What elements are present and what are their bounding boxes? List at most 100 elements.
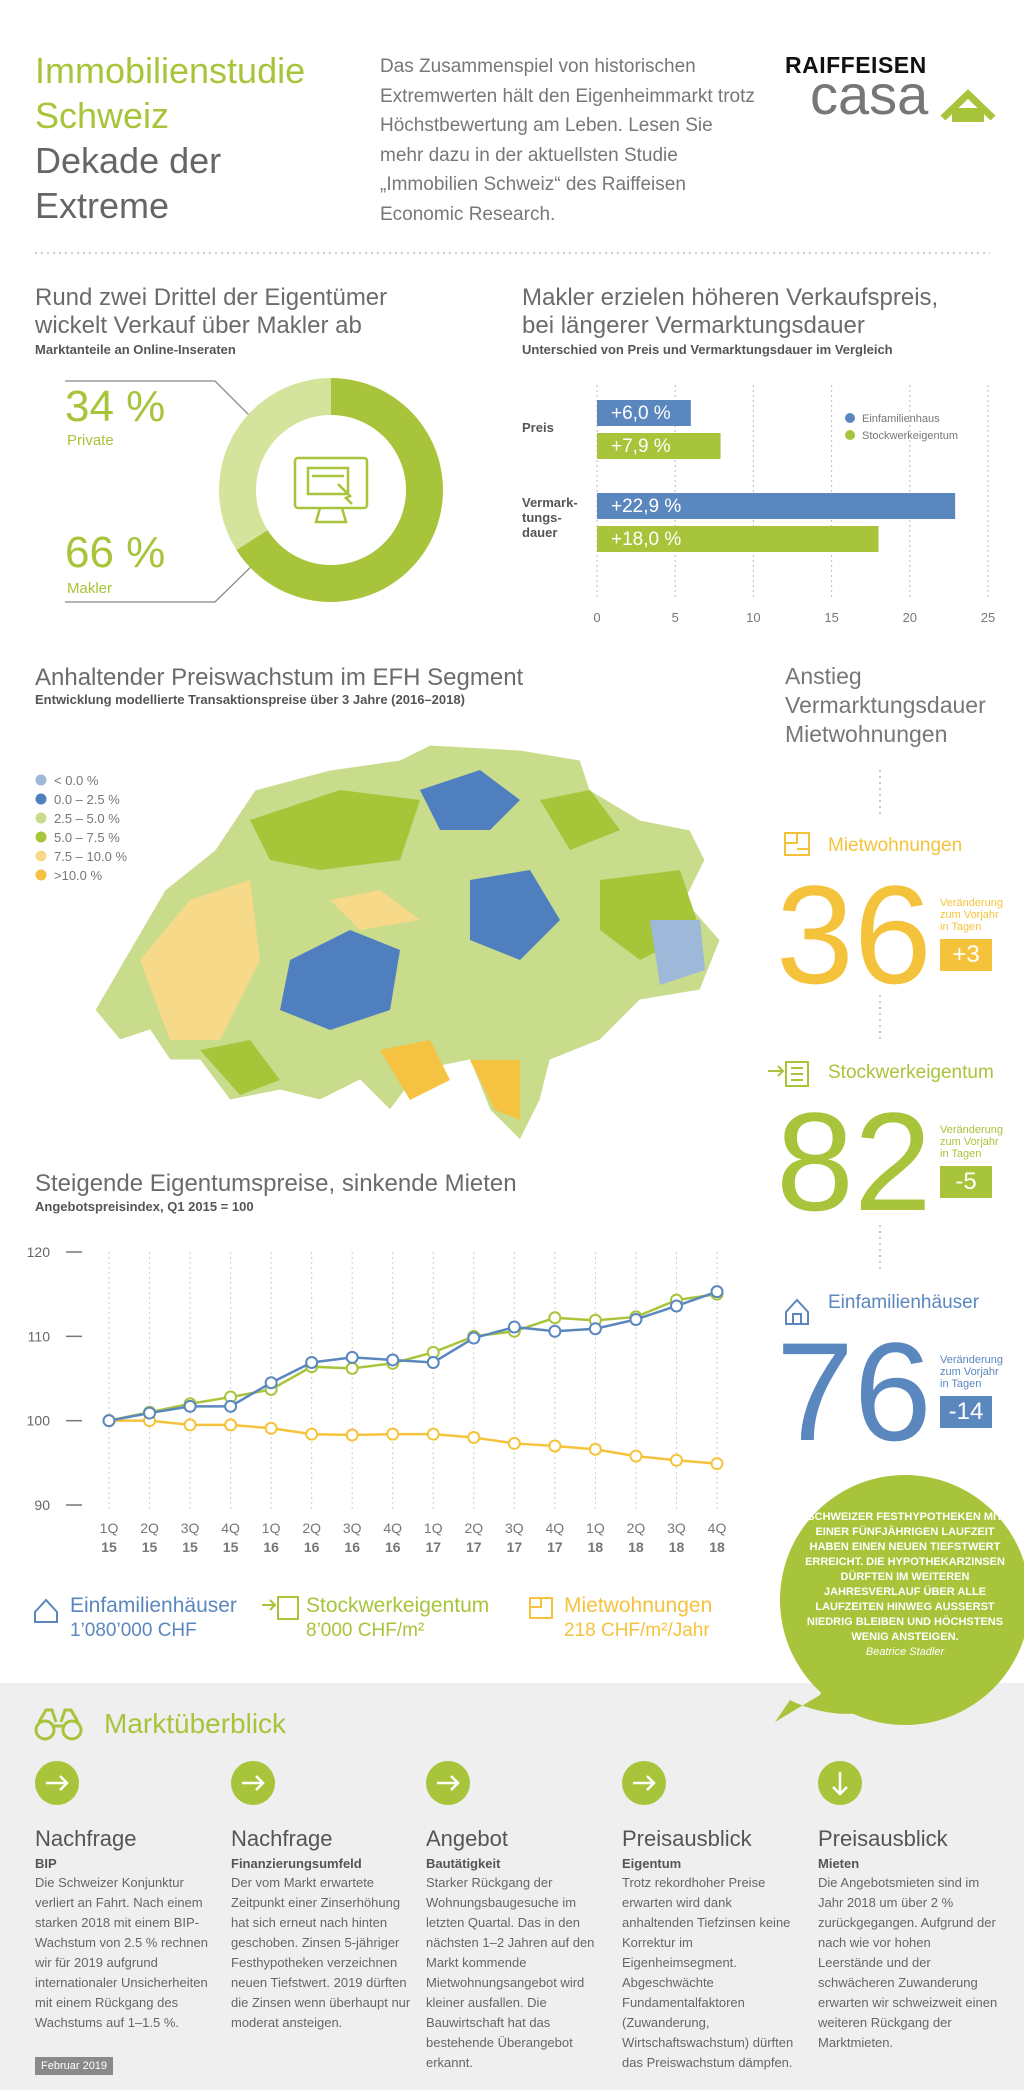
y-tick-label: 90 bbox=[34, 1497, 50, 1513]
quote-author: Beatrice Stadler bbox=[865, 1646, 945, 1658]
x-tick-label: 3Q 17 bbox=[505, 1520, 524, 1555]
value-label: 34 % bbox=[65, 382, 166, 431]
legend-marker bbox=[35, 850, 47, 862]
data-point bbox=[669, 1453, 683, 1467]
x-tick-label: 20 bbox=[903, 610, 917, 625]
stat-label: Stockwerkeigentum bbox=[828, 1062, 994, 1083]
overview-title: Marktüberblick bbox=[104, 1708, 287, 1739]
overview-heading: Nachfrage bbox=[35, 1826, 137, 1851]
legend-label: >10.0 % bbox=[54, 868, 103, 883]
y-tick-label: 110 bbox=[28, 1328, 51, 1344]
value-label: 66 % bbox=[65, 528, 166, 577]
data-point bbox=[386, 1427, 400, 1441]
quote-text: SCHWEIZER FESTHYPOTHEKEN MIT EINER FÜNFJ… bbox=[805, 1511, 1005, 1643]
x-tick-label: 5 bbox=[672, 610, 679, 625]
legend-icon bbox=[529, 1597, 553, 1619]
overview-subheading: Mieten bbox=[818, 1856, 860, 1871]
data-point bbox=[386, 1353, 400, 1367]
series-line bbox=[108, 1290, 718, 1422]
value-label: +22,9 % bbox=[611, 496, 681, 517]
x-tick-label: 2Q 16 bbox=[302, 1520, 321, 1555]
x-tick-label: 1Q 15 bbox=[100, 1520, 119, 1555]
stat-value: 36 bbox=[776, 856, 932, 1013]
data-point bbox=[507, 1320, 521, 1334]
arrow-icon bbox=[426, 1761, 470, 1805]
footer: Februar 2019 bbox=[35, 2057, 114, 2075]
legend-icon bbox=[34, 1598, 58, 1623]
data-point bbox=[548, 1311, 562, 1325]
data-point bbox=[305, 1355, 319, 1369]
bar bbox=[597, 400, 691, 426]
data-point bbox=[710, 1457, 724, 1471]
bar bbox=[597, 493, 956, 519]
binoculars-icon bbox=[34, 1708, 83, 1741]
bar bbox=[597, 433, 721, 459]
chart-subtitle: Marktanteile an Online-Inseraten bbox=[35, 342, 236, 357]
stats-title: Anstieg Vermarktungsdauer Mietwohnungen bbox=[785, 663, 986, 747]
data-point bbox=[467, 1331, 481, 1345]
quote-bubble bbox=[780, 1475, 1024, 1725]
overview-text: Die Schweizer Konjunktur verliert an Fah… bbox=[35, 1875, 208, 2030]
legend-label: 2.5 – 5.0 % bbox=[54, 811, 120, 826]
data-point bbox=[224, 1399, 238, 1413]
series-line bbox=[108, 1292, 718, 1422]
legend-value: 218 CHF/m²/Jahr bbox=[564, 1620, 710, 1641]
main-subtitle: Dekade der Extreme bbox=[35, 140, 222, 226]
x-tick-label: 25 bbox=[981, 610, 995, 625]
logo-icon bbox=[940, 89, 996, 122]
legend-marker bbox=[35, 869, 47, 881]
legend-label: Stockwerkeigentum bbox=[862, 430, 958, 442]
data-point bbox=[548, 1439, 562, 1453]
category-label: Preis bbox=[522, 420, 554, 435]
arrow-icon bbox=[231, 1761, 275, 1805]
legend-marker bbox=[35, 793, 47, 805]
overview-background bbox=[0, 1683, 1024, 2090]
data-point bbox=[467, 1431, 481, 1445]
legend-label: 7.5 – 10.0 % bbox=[54, 849, 127, 864]
bar bbox=[597, 526, 879, 552]
data-point bbox=[102, 1414, 116, 1428]
data-point bbox=[507, 1436, 521, 1450]
overview-subheading: Finanzierungsumfeld bbox=[231, 1856, 362, 1871]
x-tick-label: 3Q 15 bbox=[181, 1520, 200, 1555]
arrow-icon bbox=[35, 1761, 79, 1805]
overview-heading: Angebot bbox=[426, 1826, 508, 1851]
chart-title: Rund zwei Drittel der Eigentümer wickelt… bbox=[35, 284, 388, 339]
x-tick-label: 1Q 16 bbox=[262, 1520, 281, 1555]
stat-icon bbox=[768, 1061, 809, 1087]
overview-column: Preisausblick Mieten Die Angebotsmieten si… bbox=[818, 1826, 998, 2053]
x-tick-label: 10 bbox=[746, 610, 760, 625]
data-point bbox=[629, 1312, 643, 1326]
data-point bbox=[669, 1299, 683, 1313]
value-label: +18,0 % bbox=[611, 529, 681, 550]
stat-change: +3 bbox=[940, 939, 992, 971]
data-point bbox=[426, 1355, 440, 1369]
stat-change-label: Veränderung zum Vorjahr in Tagen bbox=[940, 1354, 1003, 1390]
intro: Das Zusammenspiel von historischen Extre… bbox=[380, 56, 755, 225]
data-point bbox=[305, 1427, 319, 1441]
category-label: Vermark- tungs- dauer bbox=[522, 495, 578, 540]
x-tick-label: 3Q 18 bbox=[667, 1520, 686, 1555]
stat-change-label: Veränderung zum Vorjahr in Tagen bbox=[940, 897, 1003, 933]
data-point bbox=[548, 1324, 562, 1338]
overview-column: Nachfrage BIP Die Schweizer Konjunktur ver… bbox=[35, 1826, 215, 2033]
overview-subheading: Bautätigkeit bbox=[426, 1856, 501, 1871]
legend-label: Stockwerkeigentum bbox=[306, 1594, 490, 1617]
overview-heading: Preisausblick bbox=[622, 1826, 752, 1851]
overview-column: Nachfrage Finanzierungsumfeld Der vom Mark… bbox=[231, 1826, 411, 2033]
legend-label: Einfamilienhäuser bbox=[70, 1594, 237, 1617]
arrow-icon bbox=[622, 1761, 666, 1805]
data-point bbox=[588, 1322, 602, 1336]
leader-line bbox=[65, 380, 263, 429]
overview-column: Angebot Bautätigkeit Starker Rückgang der … bbox=[426, 1826, 606, 2073]
stat-icon bbox=[785, 1298, 809, 1325]
x-tick-label: 4Q 16 bbox=[383, 1520, 402, 1555]
chart-title: Makler erzielen höheren Verkaufspreis, b… bbox=[522, 284, 939, 339]
y-tick-label: 100 bbox=[27, 1413, 51, 1429]
overview-heading: Nachfrage bbox=[231, 1826, 333, 1851]
data-point bbox=[264, 1376, 278, 1390]
value-label: +6,0 % bbox=[611, 403, 671, 424]
category-label: Private bbox=[67, 432, 114, 449]
